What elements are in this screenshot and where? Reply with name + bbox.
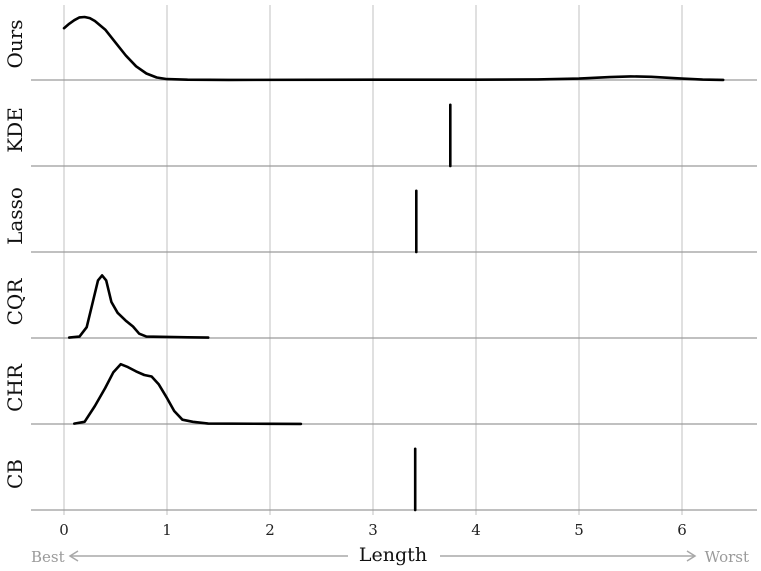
row-ours: Ours [3, 15, 757, 82]
x-tick-2: 2 [265, 521, 275, 539]
x-tick-4: 4 [471, 521, 481, 539]
rows-layer: Ours KDE Lasso CQR CHR CB [3, 15, 757, 512]
row-chr: CHR [3, 362, 757, 426]
best-arrow [68, 550, 348, 562]
row-label-kde: KDE [3, 107, 27, 153]
row-label-lasso: Lasso [3, 187, 27, 245]
worst-label: Worst [705, 548, 749, 566]
x-tick-labels: 0 1 2 3 4 5 6 [59, 521, 687, 539]
row-label-cb: CB [3, 459, 27, 489]
row-label-cqr: CQR [3, 278, 27, 326]
row-cqr: CQR [3, 274, 757, 339]
row-kde: KDE [3, 103, 757, 168]
worst-arrow [440, 550, 697, 562]
row-label-chr: CHR [3, 363, 27, 412]
row-label-ours: Ours [3, 19, 27, 68]
row-cb: CB [3, 447, 757, 512]
grid-layer [63, 5, 683, 515]
x-tick-3: 3 [368, 521, 378, 539]
x-axis-label: Length [359, 544, 427, 566]
density-curve-ours [62, 15, 725, 82]
row-lasso: Lasso [3, 187, 757, 254]
x-tick-6: 6 [677, 521, 687, 539]
density-curve-cqr [67, 274, 210, 339]
x-tick-0: 0 [59, 521, 69, 539]
x-tick-1: 1 [162, 521, 172, 539]
density-curve-chr [73, 362, 303, 426]
best-label: Best [31, 548, 65, 566]
x-tick-5: 5 [574, 521, 584, 539]
